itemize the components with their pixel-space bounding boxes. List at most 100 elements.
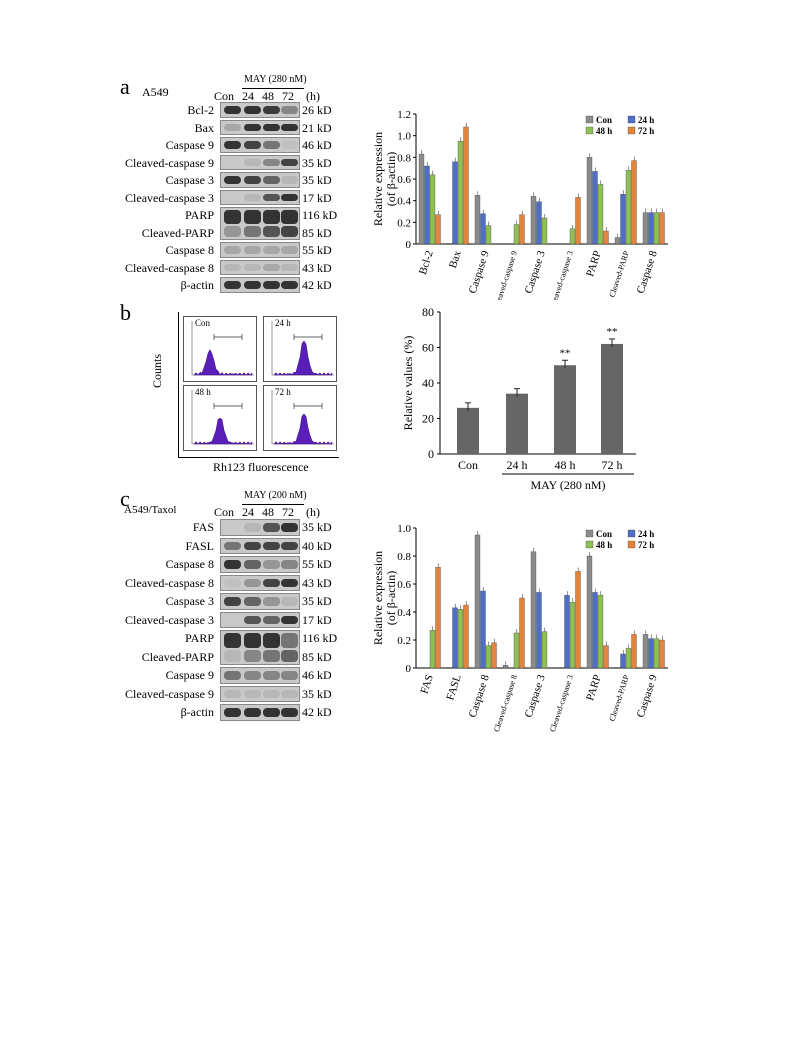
band-kd: 26 kD xyxy=(302,103,332,117)
bar xyxy=(485,225,492,245)
bar xyxy=(474,195,481,245)
blot-strip xyxy=(220,154,300,170)
blot-band xyxy=(224,597,241,606)
blot-band xyxy=(263,176,280,184)
panel-c-letter: c xyxy=(120,486,130,511)
band-kd: 85 kD xyxy=(302,649,332,664)
time-unit-label: (h) xyxy=(306,505,320,519)
y-tick-label: 0 xyxy=(406,663,412,675)
flow-histogram-3: 72 h xyxy=(263,385,337,451)
flow-label: Con xyxy=(195,318,211,328)
flow-label: 72 h xyxy=(275,387,291,397)
lane-label: Con xyxy=(214,505,235,519)
flow-label: 24 h xyxy=(275,318,291,328)
bar xyxy=(485,645,492,669)
y-tick-label: 0.2 xyxy=(397,635,411,647)
bar xyxy=(536,592,542,669)
blot-band xyxy=(281,633,298,648)
legend-swatch xyxy=(627,540,636,549)
panel-c-cell-line: A549/Taxol xyxy=(124,504,177,516)
bar xyxy=(502,665,509,669)
blot-strip xyxy=(220,519,300,536)
blot-band xyxy=(224,225,241,237)
y-tick-label: 0.6 xyxy=(397,174,411,186)
panel-c-treatment-line xyxy=(242,504,304,505)
band-label: PARP xyxy=(185,631,214,645)
x-tick-label: Caspase 8 xyxy=(635,249,660,295)
significance-mark: ** xyxy=(560,347,571,359)
y-tick-label: 0.2 xyxy=(397,217,411,229)
bar xyxy=(659,212,665,245)
x-tick-label: Caspase 8 xyxy=(467,673,492,719)
bar xyxy=(530,196,537,245)
band-kd: 43 kD xyxy=(302,260,332,275)
bar xyxy=(519,214,525,245)
blot-band xyxy=(263,141,280,149)
y-axis-label: Relative values (%) xyxy=(401,336,415,431)
band-kd: 85 kD xyxy=(302,225,332,240)
blot-band xyxy=(224,123,241,131)
band-kd: 35 kD xyxy=(302,520,332,534)
flow-histogram-2: 48 h xyxy=(183,385,257,451)
blot-band xyxy=(281,615,298,624)
x-tick-label: Caspase 9 xyxy=(467,249,492,295)
y-tick-label: 0 xyxy=(406,239,412,251)
band-kd: 35 kD xyxy=(302,686,332,701)
blot-band xyxy=(244,615,261,624)
x-tick-label: 48 h xyxy=(555,458,576,472)
legend-label: Con xyxy=(596,529,612,539)
x-tick-label: Caspase 9 xyxy=(635,673,660,719)
x-tick-label: 24 h xyxy=(507,458,528,472)
bar xyxy=(435,567,441,669)
bar xyxy=(491,642,497,669)
bar xyxy=(435,214,441,245)
y-tick-label: 1.2 xyxy=(397,109,411,121)
y-tick-label: 80 xyxy=(422,306,434,319)
blot-strip xyxy=(220,277,300,293)
band-kd: 46 kD xyxy=(302,668,332,682)
blot-band xyxy=(263,578,280,587)
bar xyxy=(625,170,632,245)
bar xyxy=(620,653,626,669)
blot-band xyxy=(263,158,280,166)
band-label: β-actin xyxy=(180,278,214,292)
band-kd: 55 kD xyxy=(302,557,332,571)
bar xyxy=(457,140,464,245)
bar xyxy=(642,634,649,669)
y-tick-label: 0 xyxy=(428,447,434,461)
x-tick-label: 72 h xyxy=(602,458,623,472)
x-tick-label: Caspase 3 xyxy=(523,673,548,719)
legend-swatch xyxy=(627,126,636,135)
legend-label: 48 h xyxy=(596,126,612,136)
blot-band xyxy=(224,210,241,224)
bar xyxy=(614,237,621,245)
blot-band xyxy=(263,560,280,569)
panel-a-treatment-line xyxy=(242,88,304,89)
bar xyxy=(463,126,469,245)
blot-strip xyxy=(220,611,300,628)
x-tick-label: Cleaved-PARP xyxy=(607,673,631,722)
blot-band xyxy=(244,541,261,550)
band-label: Bcl-2 xyxy=(187,103,214,117)
bar xyxy=(536,201,542,245)
lane-label: Con xyxy=(214,89,235,103)
blot-band xyxy=(263,225,280,237)
panel-a-treatment: MAY (280 nM) xyxy=(244,74,307,85)
band-kd: 42 kD xyxy=(302,705,332,719)
blot-band xyxy=(244,633,261,648)
panel-c-bar-chart: 0 0.2 0.4 0.6 0.8 1.0 Relative expression(of β… xyxy=(371,523,668,733)
bar xyxy=(457,609,464,669)
bar xyxy=(648,638,654,669)
x-tick-label: Caspase 3 xyxy=(523,249,548,295)
band-label: Cleaved-PARP xyxy=(141,225,214,240)
bar xyxy=(592,592,598,669)
blot-band xyxy=(263,633,280,648)
bar xyxy=(569,602,576,669)
bar xyxy=(506,393,528,454)
bar xyxy=(429,174,436,245)
significance-mark: ** xyxy=(607,326,618,338)
blot-band xyxy=(281,597,298,606)
blot-strip xyxy=(220,630,300,665)
blot-strip xyxy=(220,259,300,275)
band-kd: 46 kD xyxy=(302,138,332,152)
